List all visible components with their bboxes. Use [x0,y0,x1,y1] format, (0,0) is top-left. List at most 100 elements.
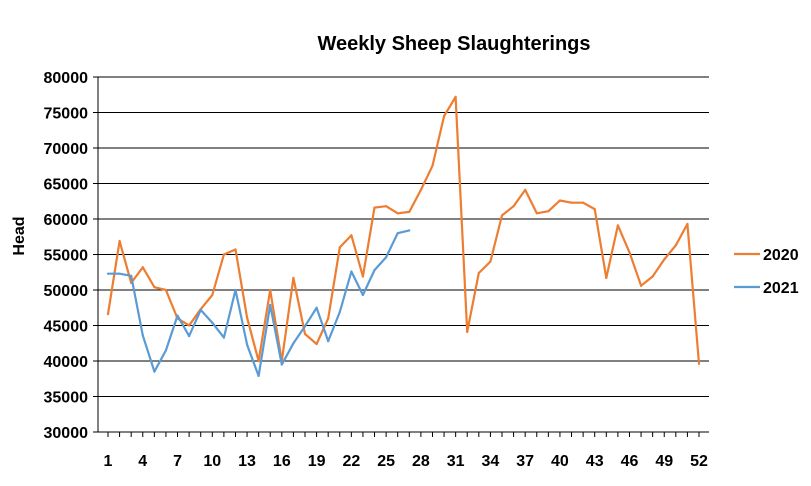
legend-item-2020: 2020 [734,247,799,264]
x-tick-label: 37 [516,453,534,470]
data-point-2020-week-43 [593,207,596,211]
legend-label-2021: 2021 [763,280,799,297]
data-point-2020-week-29 [431,164,434,167]
data-point-2021-week-3 [130,274,133,277]
data-point-2020-week-49 [663,258,666,261]
x-tick-label: 31 [447,453,465,470]
x-tick-label: 19 [308,453,326,470]
data-point-2020-week-34 [489,260,492,263]
data-point-2020-week-17 [292,276,295,280]
data-point-2020-week-50 [674,244,677,247]
x-tick-label: 7 [173,453,182,470]
data-point-2020-week-38 [535,212,538,215]
data-point-2020-week-2 [118,239,121,243]
data-point-2020-week-39 [547,210,550,213]
data-point-2020-week-51 [686,222,689,226]
x-tick-label: 40 [551,453,569,470]
y-tick-label: 70000 [44,141,89,158]
x-tick-label: 25 [377,453,395,470]
data-point-2021-week-27 [408,229,411,232]
y-tick-label: 80000 [44,70,89,87]
x-tick-label: 43 [586,453,604,470]
data-point-2020-week-15 [269,288,272,292]
data-point-2021-week-14 [257,374,260,378]
x-tick-label: 49 [655,453,673,470]
data-point-2020-week-6 [164,288,168,292]
data-point-2020-week-52 [697,362,701,365]
data-point-2021-week-26 [396,232,399,235]
data-point-2021-week-5 [153,370,156,373]
data-point-2020-week-45 [616,224,619,227]
x-tick-label: 1 [104,453,113,470]
data-point-2021-week-24 [373,269,376,272]
y-tick-label: 65000 [44,177,89,194]
data-point-2020-week-11 [222,253,225,256]
y-tick-label: 35000 [44,390,89,407]
data-point-2020-week-19 [315,342,318,346]
series-line-2020 [106,95,701,364]
legend: 2020 2021 [734,247,799,297]
data-point-2021-week-18 [303,325,307,328]
data-point-2021-week-8 [188,335,191,338]
data-point-2020-week-47 [639,284,643,287]
x-tick-label: 52 [690,453,708,470]
y-tick-label: 55000 [44,248,89,265]
data-point-2020-week-24 [373,206,376,209]
x-tick-label: 13 [238,453,256,470]
data-point-2020-week-26 [396,212,399,215]
data-point-2021-week-2 [118,272,121,275]
data-point-2020-week-20 [327,317,330,320]
data-point-2020-week-4 [141,266,144,269]
x-tick-label: 16 [273,453,291,470]
y-tick-label: 45000 [44,319,89,336]
data-point-2021-week-7 [176,314,179,317]
data-point-2020-week-41 [570,201,573,204]
y-axis-label: Head [11,216,28,255]
data-point-2020-week-37 [524,188,527,191]
series-lines [106,95,701,378]
y-tick-label: 60000 [44,212,89,229]
data-point-2020-week-12 [234,248,237,251]
data-point-2021-week-13 [245,343,249,346]
data-point-2020-week-1 [106,313,110,316]
axes: 30000 35000 40000 45000 50000 55000 60000 65000… [44,70,709,470]
x-tick-label: 34 [482,453,500,470]
data-point-2021-week-22 [350,270,353,273]
data-point-2020-week-30 [442,114,446,118]
data-point-2020-week-18 [303,332,307,336]
data-point-2020-week-35 [500,214,504,217]
x-tick-label: 10 [203,453,221,470]
data-point-2020-week-28 [419,188,422,191]
data-point-2021-week-19 [315,306,318,309]
y-tick-label: 50000 [44,283,89,300]
data-point-2021-week-1 [106,272,110,275]
data-point-2021-week-25 [385,256,388,259]
data-point-2020-week-32 [466,330,469,333]
chart-title: Weekly Sheep Slaughterings [317,33,590,55]
x-tick-label: 4 [138,453,147,470]
data-point-2021-week-10 [211,321,214,324]
data-point-2021-week-6 [164,349,168,352]
data-point-2021-week-23 [361,293,365,297]
data-point-2020-week-44 [605,276,608,280]
data-point-2021-week-17 [292,342,295,345]
data-point-2020-week-10 [211,293,214,297]
data-point-2020-week-46 [628,251,631,254]
data-point-2020-week-40 [558,199,562,202]
legend-item-2021: 2021 [734,280,799,297]
data-point-2020-week-21 [338,246,341,249]
data-point-2020-week-36 [512,205,515,208]
data-point-2020-week-48 [651,275,654,278]
x-tick-label: 28 [412,453,430,470]
x-tick-label: 22 [342,453,360,470]
data-point-2020-week-14 [257,359,260,363]
data-point-2021-week-21 [338,310,341,314]
data-point-2020-week-23 [361,275,365,278]
data-point-2020-week-31 [454,95,457,98]
data-point-2021-week-16 [280,363,283,366]
data-point-2020-week-13 [245,316,249,319]
data-point-2020-week-25 [385,205,388,208]
